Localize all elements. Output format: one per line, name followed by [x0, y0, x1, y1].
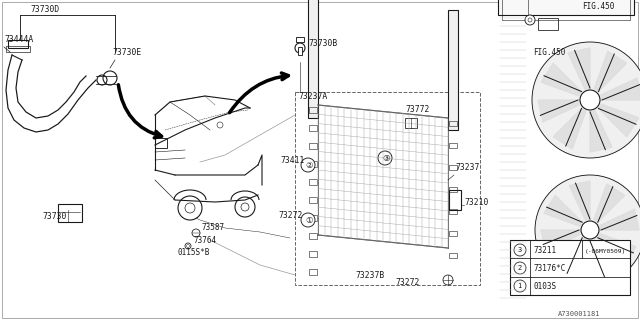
Bar: [309, 251, 317, 257]
Bar: [498, 0, 528, 15]
Circle shape: [581, 221, 599, 239]
Bar: [449, 231, 457, 236]
Polygon shape: [544, 195, 582, 226]
Circle shape: [535, 175, 640, 285]
Polygon shape: [570, 181, 590, 220]
Polygon shape: [538, 100, 579, 122]
Circle shape: [301, 213, 315, 227]
Text: 73211: 73211: [533, 246, 556, 255]
Circle shape: [514, 280, 526, 292]
Text: 73272: 73272: [278, 211, 302, 220]
Bar: [309, 269, 317, 275]
Text: ②: ②: [305, 161, 312, 170]
Circle shape: [301, 158, 315, 172]
Bar: [298, 47, 302, 55]
Text: 1: 1: [518, 284, 522, 290]
Bar: [155, 138, 167, 148]
Text: 0115S*B: 0115S*B: [178, 248, 211, 257]
Text: 73587: 73587: [202, 223, 225, 232]
Bar: [8, 40, 28, 48]
Circle shape: [378, 151, 392, 165]
Text: 3: 3: [518, 247, 522, 253]
Bar: [449, 143, 457, 148]
Polygon shape: [556, 238, 586, 276]
Polygon shape: [600, 209, 639, 230]
Text: 73764: 73764: [194, 236, 217, 245]
Bar: [58, 204, 82, 222]
Text: 0103S: 0103S: [533, 282, 556, 291]
Bar: [449, 209, 457, 214]
Bar: [309, 179, 317, 185]
Bar: [448, 10, 458, 130]
Text: ①: ①: [305, 216, 312, 225]
Text: A730001181: A730001181: [558, 311, 600, 317]
Text: 73272: 73272: [395, 278, 419, 287]
Text: 73237A: 73237A: [298, 92, 327, 101]
Text: 73730: 73730: [42, 212, 67, 221]
Text: 73730B: 73730B: [308, 39, 337, 48]
Bar: [449, 190, 461, 210]
Bar: [309, 107, 317, 113]
Bar: [309, 161, 317, 167]
Bar: [309, 143, 317, 149]
Bar: [309, 125, 317, 131]
Bar: [6, 46, 30, 52]
Text: 73210: 73210: [464, 198, 488, 207]
Polygon shape: [594, 51, 627, 92]
Polygon shape: [601, 78, 640, 100]
Bar: [449, 165, 457, 170]
Bar: [449, 121, 457, 126]
Bar: [296, 37, 304, 42]
Bar: [295, 92, 480, 285]
Text: 73237B: 73237B: [355, 271, 384, 280]
Bar: [405, 118, 417, 128]
Circle shape: [295, 43, 305, 53]
Text: 2: 2: [518, 266, 522, 271]
Text: 73444A: 73444A: [4, 35, 33, 44]
Polygon shape: [594, 184, 625, 222]
Text: ③: ③: [382, 154, 390, 163]
Polygon shape: [590, 240, 611, 279]
Text: 73730D: 73730D: [30, 5, 60, 14]
Polygon shape: [590, 111, 612, 152]
Circle shape: [580, 90, 600, 110]
Bar: [449, 253, 457, 258]
Circle shape: [514, 244, 526, 256]
Polygon shape: [598, 104, 639, 137]
Polygon shape: [541, 230, 580, 251]
Bar: [449, 187, 457, 192]
Text: 73237: 73237: [455, 163, 479, 172]
Text: 73411: 73411: [280, 156, 305, 165]
Text: FIG.450: FIG.450: [533, 48, 565, 57]
Bar: [498, 0, 634, 15]
Bar: [510, 240, 630, 295]
Polygon shape: [553, 108, 586, 149]
Circle shape: [514, 262, 526, 274]
Circle shape: [525, 15, 535, 25]
Bar: [309, 233, 317, 239]
Polygon shape: [598, 234, 636, 265]
Text: 73772: 73772: [405, 105, 429, 114]
Polygon shape: [568, 48, 590, 89]
Text: FIG.450: FIG.450: [582, 2, 614, 11]
Polygon shape: [541, 63, 582, 96]
Bar: [309, 215, 317, 221]
Bar: [502, 0, 630, 20]
Bar: [538, 18, 558, 30]
Bar: [309, 197, 317, 203]
Text: 73730E: 73730E: [112, 48, 141, 57]
Bar: [308, 0, 318, 118]
Circle shape: [532, 42, 640, 158]
Text: (-06MY0509): (-06MY0509): [585, 249, 627, 254]
Text: 73176*C: 73176*C: [533, 264, 565, 273]
